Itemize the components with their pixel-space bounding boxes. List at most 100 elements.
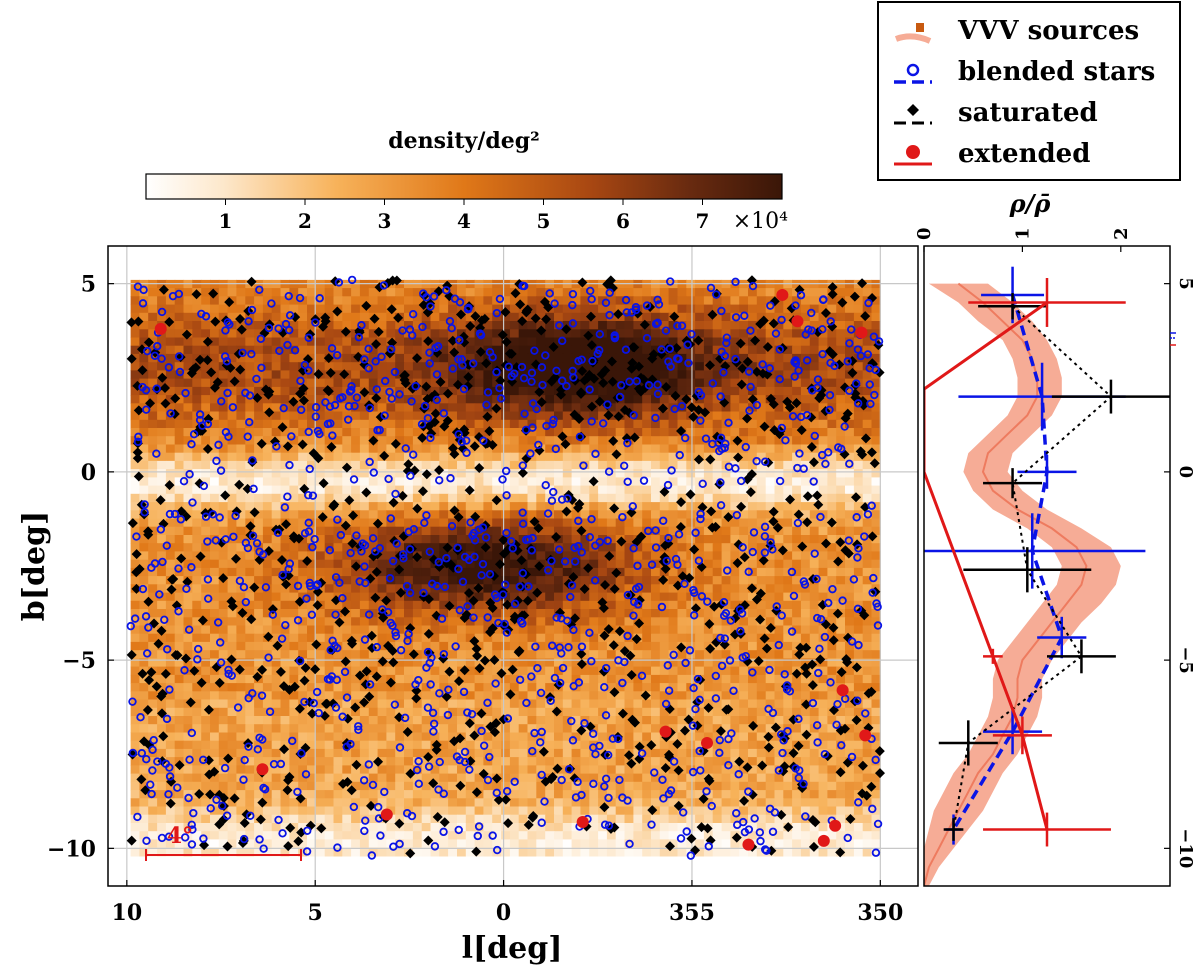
density-cell: [872, 724, 881, 733]
density-cell: [686, 510, 695, 519]
density-cell: [210, 346, 219, 355]
density-cell: [201, 387, 210, 396]
density-cell: [457, 280, 466, 289]
density-cell: [845, 436, 854, 445]
density-cell: [580, 494, 589, 503]
density-cell: [695, 445, 704, 454]
density-cell: [439, 510, 448, 519]
density-cell: [351, 609, 360, 618]
density-cell: [431, 477, 440, 486]
density-cell: [483, 461, 492, 470]
density-cell: [704, 420, 713, 429]
density-cell: [166, 329, 175, 338]
density-cell: [563, 634, 572, 643]
density-cell: [263, 519, 272, 528]
density-cell: [836, 626, 845, 635]
density-cell: [448, 724, 457, 733]
density-cell: [686, 420, 695, 429]
density-cell: [219, 387, 228, 396]
density-cell: [139, 486, 148, 495]
density-cell: [669, 519, 678, 528]
density-cell: [801, 708, 810, 717]
density-cell: [184, 494, 193, 503]
density-cell: [704, 469, 713, 478]
density-cell: [686, 370, 695, 379]
density-cell: [342, 445, 351, 454]
density-cell: [563, 519, 572, 528]
density-cell: [801, 609, 810, 618]
density-cell: [483, 733, 492, 742]
density-cell: [166, 428, 175, 437]
density-cell: [475, 675, 484, 684]
density-cell: [510, 453, 519, 462]
density-cell: [148, 576, 157, 585]
density-cell: [404, 667, 413, 676]
density-cell: [810, 338, 819, 347]
density-cell: [245, 634, 254, 643]
density-cell: [475, 370, 484, 379]
density-cell: [580, 453, 589, 462]
density-cell: [730, 716, 739, 725]
density-cell: [827, 338, 836, 347]
density-cell: [219, 626, 228, 635]
density-cell: [404, 428, 413, 437]
density-cell: [492, 338, 501, 347]
density-cell: [563, 535, 572, 544]
density-cell: [854, 477, 863, 486]
density-cell: [316, 280, 325, 289]
density-cell: [263, 428, 272, 437]
density-cell: [775, 387, 784, 396]
density-cell: [210, 642, 219, 651]
density-cell: [254, 428, 263, 437]
density-cell: [616, 724, 625, 733]
density-cell: [854, 305, 863, 314]
density-cell: [695, 346, 704, 355]
density-cell: [316, 469, 325, 478]
density-cell: [457, 634, 466, 643]
density-cell: [492, 634, 501, 643]
density-cell: [201, 453, 210, 462]
density-cell: [483, 288, 492, 297]
density-cell: [281, 609, 290, 618]
density-cell: [245, 329, 254, 338]
density-cell: [845, 576, 854, 585]
density-cell: [836, 568, 845, 577]
density-cell: [289, 321, 298, 330]
density-cell: [395, 601, 404, 610]
density-cell: [678, 749, 687, 758]
density-cell: [228, 626, 237, 635]
density-cell: [201, 527, 210, 536]
density-cell: [289, 354, 298, 363]
density-cell: [236, 461, 245, 470]
figure: density/deg² 1234567 ×10⁴ VVV sourcesble…: [0, 0, 1200, 980]
density-cell: [254, 346, 263, 355]
density-cell: [228, 724, 237, 733]
density-cell: [166, 469, 175, 478]
density-cell: [827, 716, 836, 725]
density-cell: [131, 296, 140, 305]
density-cell: [192, 749, 201, 758]
density-cell: [263, 535, 272, 544]
density-cell: [536, 469, 545, 478]
density-cell: [342, 346, 351, 355]
density-cell: [792, 436, 801, 445]
density-cell: [201, 486, 210, 495]
density-cell: [625, 724, 634, 733]
density-cell: [872, 428, 881, 437]
density-cell: [228, 716, 237, 725]
density-cell: [466, 288, 475, 297]
density-cell: [713, 461, 722, 470]
density-cell: [413, 346, 422, 355]
density-cell: [775, 576, 784, 585]
density-cell: [254, 313, 263, 322]
density-cell: [316, 757, 325, 766]
density-cell: [722, 667, 731, 676]
density-cell: [607, 387, 616, 396]
density-cell: [210, 691, 219, 700]
density-cell: [254, 568, 263, 577]
density-cell: [819, 560, 828, 569]
density-cell: [210, 568, 219, 577]
density-cell: [245, 288, 254, 297]
density-cell: [528, 609, 537, 618]
density-cell: [651, 502, 660, 511]
